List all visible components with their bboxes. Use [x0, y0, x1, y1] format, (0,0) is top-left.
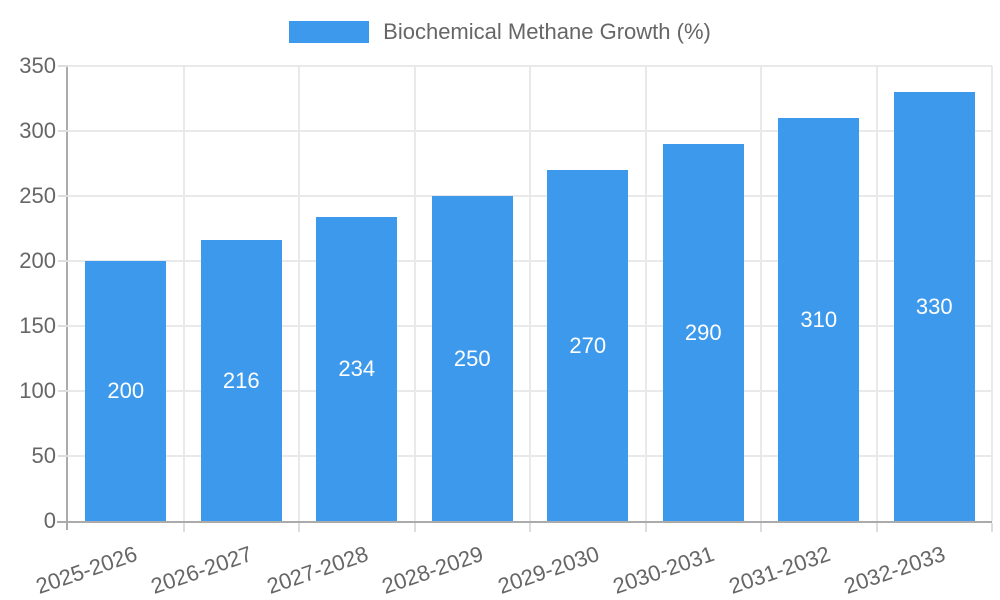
- bar-value-label: 310: [800, 306, 838, 332]
- gridline-vertical: [875, 66, 878, 521]
- x-axis-tick: [875, 523, 878, 532]
- gridline-vertical: [182, 66, 185, 521]
- x-axis: 2025-2026 2026-2027 2027-2028 2028-2029 2029…: [32, 521, 992, 600]
- bar-2029-2030[interactable]: 270: [547, 170, 629, 521]
- y-axis: 0 50 100 150 200 250 300 350: [0, 54, 56, 533]
- y-axis-tick: [58, 260, 68, 262]
- x-axis-tick: [529, 523, 531, 532]
- x-axis-tick-label: 2028-2029: [378, 541, 487, 599]
- x-axis-tick: [182, 523, 185, 532]
- y-axis-tick: [58, 455, 68, 457]
- x-axis-tick-label: 2032-2033: [840, 541, 949, 599]
- plot-area: 200 216 234 250 270 290 310 330: [57, 65, 993, 532]
- legend-label: Biochemical Methane Growth (%): [383, 19, 711, 44]
- gridline-vertical: [529, 66, 531, 521]
- legend: Biochemical Methane Growth (%): [0, 19, 1000, 45]
- x-axis-line: [57, 521, 992, 523]
- bar-2032-2033[interactable]: 330: [893, 92, 975, 521]
- x-axis-tick-label: 2025-2026: [32, 541, 140, 599]
- x-axis-tick: [644, 523, 647, 532]
- bar-2026-2027[interactable]: 216: [200, 240, 282, 521]
- bar-2031-2032[interactable]: 310: [778, 118, 860, 521]
- y-axis-tick: [58, 65, 68, 67]
- bar-value-label: 234: [338, 355, 376, 381]
- bar-value-label: 216: [222, 367, 260, 393]
- x-axis-tick-label: 2029-2030: [494, 541, 602, 599]
- y-axis-tick-label: 100: [19, 378, 56, 403]
- y-axis-line: [66, 66, 68, 530]
- bar-value-label: 330: [915, 293, 953, 319]
- x-axis-tick: [760, 523, 762, 532]
- gridline-vertical: [298, 66, 300, 521]
- y-axis-tick-label: 150: [19, 312, 56, 338]
- y-axis-tick: [58, 129, 68, 132]
- bar-2030-2031[interactable]: 290: [662, 144, 744, 521]
- y-axis-tick-label: 350: [19, 53, 56, 78]
- legend-color-swatch-icon: [289, 21, 370, 43]
- y-axis-tick-label: 0: [43, 508, 56, 533]
- x-axis-tick: [991, 523, 993, 532]
- x-axis-tick-label: 2027-2028: [263, 541, 371, 599]
- bar-value-label: 200: [107, 378, 145, 403]
- bar-value-label: 250: [453, 345, 491, 371]
- gridline-vertical: [991, 66, 993, 521]
- gridline-vertical: [644, 66, 647, 521]
- x-axis-tick-label: 2026-2027: [147, 541, 256, 599]
- y-axis-tick: [58, 390, 68, 392]
- y-axis-tick: [58, 194, 68, 197]
- y-axis-tick: [58, 324, 68, 327]
- gridline-vertical: [413, 66, 416, 521]
- y-axis-tick-label: 50: [31, 443, 56, 468]
- bar-value-label: 290: [684, 319, 722, 345]
- x-axis-tick: [298, 523, 300, 532]
- x-axis-tick: [413, 523, 416, 532]
- legend-item[interactable]: Biochemical Methane Growth (%): [289, 19, 711, 45]
- x-axis-tick-label: 2031-2032: [725, 541, 833, 599]
- bar-value-label: 270: [569, 332, 607, 358]
- y-axis-tick-label: 250: [19, 182, 56, 208]
- bar-2025-2026[interactable]: 200: [85, 261, 167, 521]
- gridline-vertical: [760, 66, 762, 521]
- y-axis-tick-label: 300: [19, 117, 56, 143]
- y-axis-tick-label: 200: [19, 248, 56, 273]
- x-axis-tick-label: 2030-2031: [609, 541, 718, 599]
- bar-2027-2028[interactable]: 234: [316, 216, 398, 521]
- bar-2028-2029[interactable]: 250: [431, 196, 513, 521]
